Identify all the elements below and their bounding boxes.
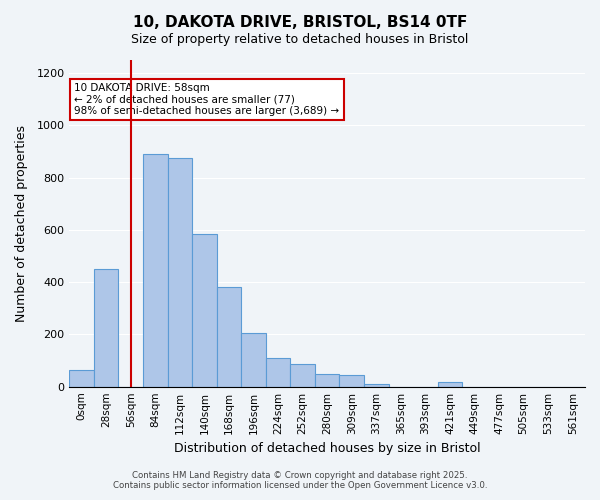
- Bar: [192, 234, 217, 386]
- Text: Size of property relative to detached houses in Bristol: Size of property relative to detached ho…: [131, 32, 469, 46]
- Text: 10 DAKOTA DRIVE: 58sqm
← 2% of detached houses are smaller (77)
98% of semi-deta: 10 DAKOTA DRIVE: 58sqm ← 2% of detached …: [74, 83, 340, 116]
- Bar: [94, 269, 118, 386]
- Bar: [143, 154, 167, 386]
- Bar: [70, 370, 94, 386]
- Bar: [167, 158, 192, 386]
- Y-axis label: Number of detached properties: Number of detached properties: [15, 125, 28, 322]
- Bar: [437, 382, 462, 386]
- Bar: [241, 333, 266, 386]
- Text: 10, DAKOTA DRIVE, BRISTOL, BS14 0TF: 10, DAKOTA DRIVE, BRISTOL, BS14 0TF: [133, 15, 467, 30]
- Bar: [266, 358, 290, 386]
- Text: Contains HM Land Registry data © Crown copyright and database right 2025.
Contai: Contains HM Land Registry data © Crown c…: [113, 470, 487, 490]
- Bar: [290, 364, 315, 386]
- X-axis label: Distribution of detached houses by size in Bristol: Distribution of detached houses by size …: [174, 442, 481, 455]
- Bar: [217, 288, 241, 386]
- Bar: [340, 375, 364, 386]
- Bar: [315, 374, 340, 386]
- Bar: [364, 384, 389, 386]
